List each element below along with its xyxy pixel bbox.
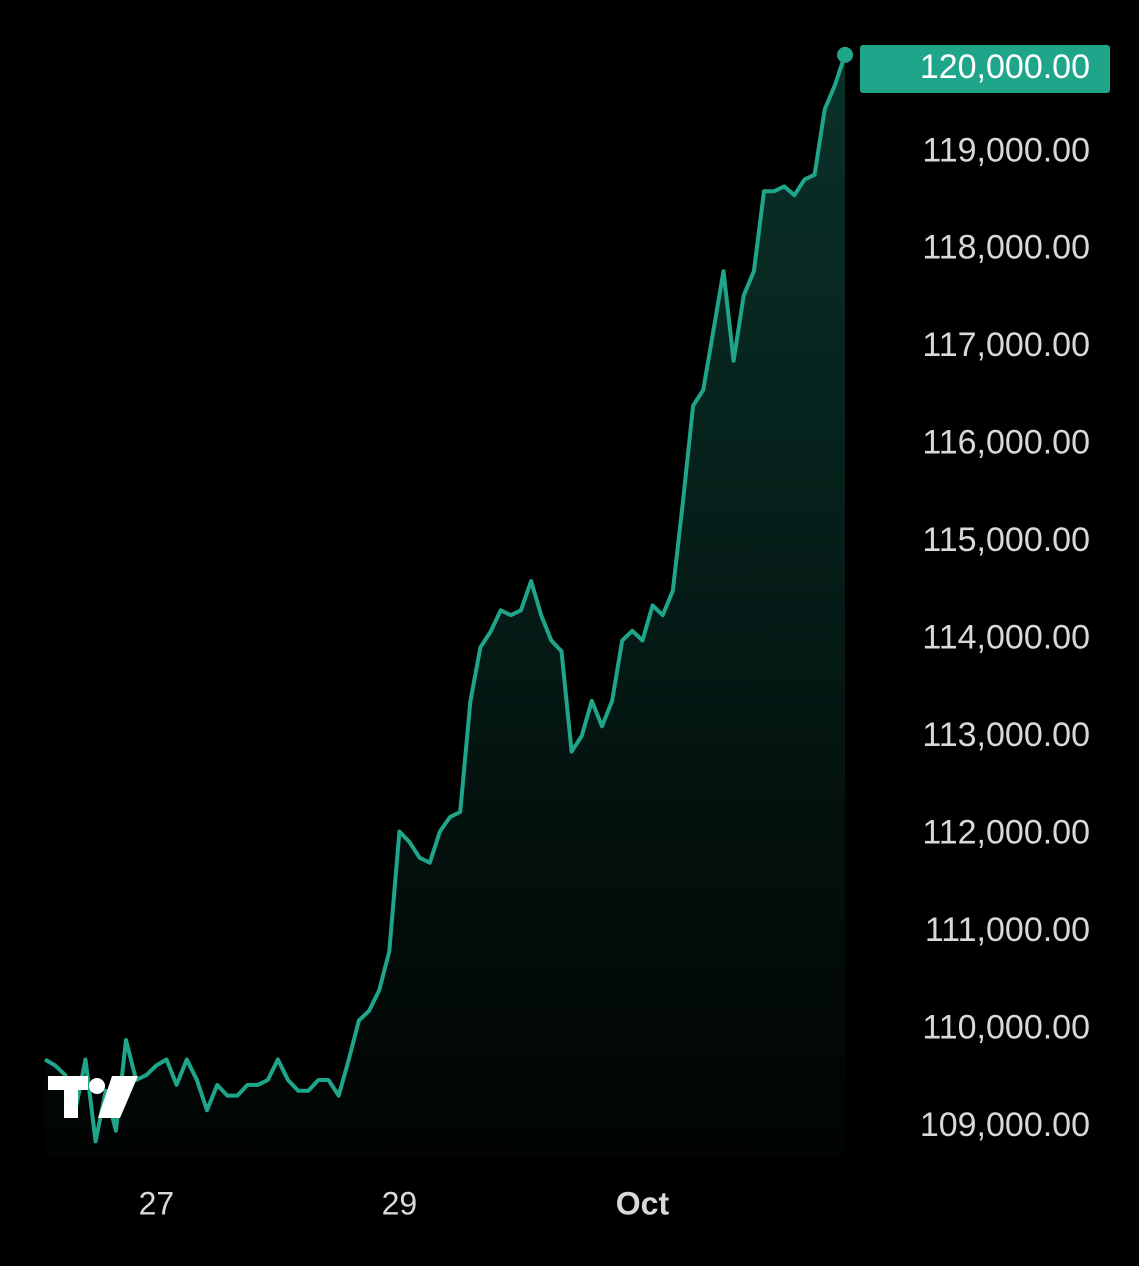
last-point — [837, 46, 853, 63]
price-tag-label: 120,000.00 — [920, 48, 1090, 86]
y-tick-label: 110,000.00 — [922, 1008, 1090, 1046]
x-tick-label: 29 — [382, 1185, 418, 1221]
logo — [48, 1076, 138, 1118]
y-tick-label: 117,000.00 — [922, 326, 1090, 364]
y-tick-label: 115,000.00 — [922, 521, 1090, 559]
y-tick-label: 116,000.00 — [922, 424, 1090, 462]
x-tick-label: 27 — [139, 1185, 175, 1221]
price-tag — [860, 45, 1110, 93]
price-line — [43, 54, 847, 1144]
x-tick-label: Oct — [616, 1185, 670, 1221]
y-tick-label: 114,000.00 — [922, 619, 1090, 657]
y-tick-label: 113,000.00 — [922, 716, 1090, 754]
y-tick-label: 118,000.00 — [922, 229, 1090, 267]
y-tick-label: 109,000.00 — [920, 1106, 1090, 1144]
area-fill — [45, 54, 845, 1156]
y-tick-label: 111,000.00 — [925, 911, 1090, 949]
y-tick-label: 119,000.00 — [922, 131, 1090, 169]
y-tick-label: 112,000.00 — [922, 813, 1090, 851]
